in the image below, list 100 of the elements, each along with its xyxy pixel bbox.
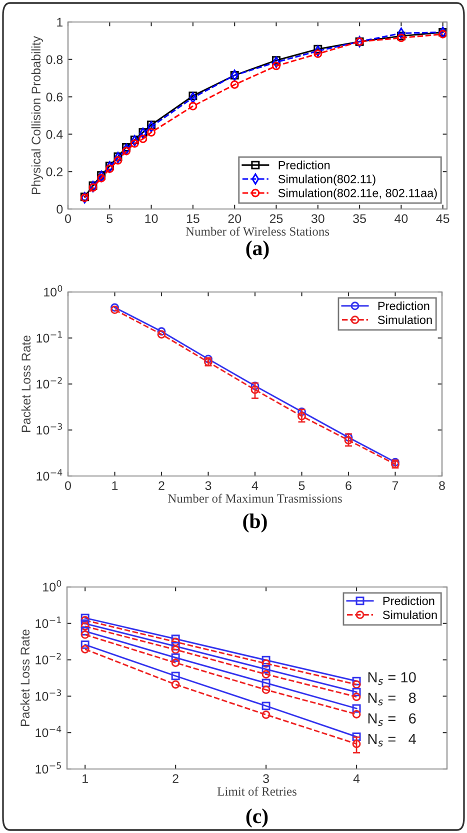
point: [122, 143, 131, 152]
point: [188, 92, 198, 100]
point: [171, 645, 180, 654]
point: [114, 152, 122, 161]
y-axis-title: Packet Loss Rate: [21, 336, 31, 432]
point: [130, 139, 139, 148]
x-tick-label: 25: [270, 214, 283, 224]
x-tick-label: 4: [252, 481, 258, 490]
point: [352, 676, 361, 686]
x-tick-label: 5: [298, 481, 305, 490]
y-tick-label: 10$^{−2}$: [36, 377, 62, 389]
x-tick-label: 10: [145, 214, 158, 224]
point: [262, 665, 270, 674]
y-tick-label: 10$^{0}$: [44, 285, 62, 297]
point: [352, 710, 361, 718]
point: [262, 670, 270, 679]
point: [97, 174, 106, 182]
x-tick-label: 20: [228, 214, 242, 224]
legend-label: Simulation(802.11): [278, 174, 376, 186]
y-tick-label: 10$^{−1}$: [36, 331, 62, 343]
point: [171, 672, 180, 680]
point: [114, 156, 122, 165]
point: [298, 412, 306, 420]
y-axis-title: Packet Loss Rate: [20, 630, 30, 726]
point: [314, 50, 322, 58]
point: [147, 120, 156, 130]
x-tick-label: 15: [186, 214, 200, 224]
point: [262, 659, 270, 668]
point: [171, 658, 180, 667]
y-tick-label: 0.8: [46, 55, 63, 64]
x-tick-label: 35: [353, 214, 366, 224]
y-tick-label: 10$^{−4}$: [36, 726, 62, 738]
point: [110, 303, 119, 312]
point: [130, 136, 139, 144]
x-tick-label: 0: [65, 481, 71, 490]
point: [171, 680, 180, 689]
x-tick-label: 2: [158, 481, 164, 490]
y-tick-label: 10$^{−3}$: [36, 689, 61, 701]
point: [352, 704, 361, 713]
point: [138, 128, 148, 137]
text: (c): [246, 808, 268, 828]
legend-label: Prediction: [378, 301, 430, 310]
point: [314, 44, 322, 54]
x-tick-label: 1: [82, 774, 88, 783]
y-tick-label: 10$^{−1}$: [36, 616, 61, 628]
point: [138, 134, 148, 144]
point: [105, 164, 114, 174]
point: [272, 56, 280, 65]
y-tick-label: 10$^{−5}$: [36, 762, 61, 774]
point: [352, 732, 361, 741]
point: [272, 62, 280, 70]
point: [80, 630, 90, 639]
text: (a): [246, 240, 269, 260]
y-tick-label: 0.4: [46, 130, 63, 139]
x-tick-label: 0: [65, 214, 71, 224]
x-tick-label: 1: [112, 481, 118, 490]
point: [188, 102, 198, 110]
x-tick-label: 8: [439, 481, 445, 490]
point: [147, 128, 156, 137]
point: [80, 616, 90, 624]
point: [262, 710, 270, 719]
x-tick-label: 3: [205, 481, 212, 490]
y-tick-label: 0.6: [46, 92, 63, 102]
legend-label: Simulation: [382, 610, 437, 620]
annotation: N$_{s}$ = 6: [368, 713, 416, 726]
point: [352, 688, 361, 696]
x-axis-title: Limit of Retries: [217, 786, 296, 796]
point: [344, 436, 353, 444]
y-tick-label: 0: [56, 204, 63, 214]
point: [80, 626, 90, 636]
y-tick-label: 0.2: [46, 167, 63, 176]
point: [110, 306, 119, 314]
point: [171, 634, 180, 644]
point: [80, 622, 90, 631]
legend-label: Prediction: [383, 596, 434, 606]
y-axis-title: Physical Collision Probability: [31, 36, 43, 194]
point: [262, 686, 270, 694]
annotation: N$_{s}$ = 4: [368, 734, 416, 747]
x-tick-label: 40: [394, 214, 408, 224]
text: (b): [243, 514, 267, 532]
point: [157, 330, 166, 339]
x-axis-title: Number of Wireless Stations: [186, 226, 330, 236]
point: [80, 645, 90, 654]
point: [391, 458, 400, 466]
point: [171, 642, 180, 650]
point: [250, 386, 260, 394]
point: [80, 619, 90, 628]
x-tick-label: 4: [353, 774, 360, 783]
point: [352, 740, 361, 748]
point: [262, 702, 270, 710]
y-tick-label: 1: [57, 18, 63, 27]
x-tick-label: 5: [106, 214, 113, 224]
point: [352, 692, 361, 702]
point: [230, 80, 239, 89]
y-tick-label: 10$^{0}$: [43, 580, 62, 592]
legend-label: Prediction: [278, 160, 330, 170]
y-tick-label: 10$^{−4}$: [36, 469, 62, 481]
point: [157, 327, 166, 336]
x-tick-label: 30: [311, 214, 324, 224]
point: [80, 640, 90, 649]
